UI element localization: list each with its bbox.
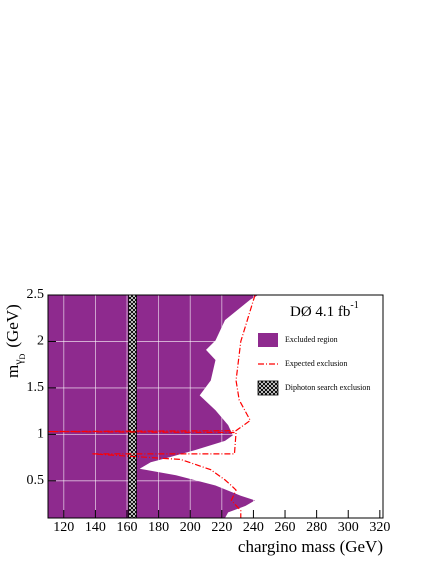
y-tick-label: 1 xyxy=(37,427,44,442)
x-tick-label: 120 xyxy=(53,520,74,535)
x-tick-label: 240 xyxy=(243,520,264,535)
x-axis-label: chargino mass (GeV) xyxy=(238,537,383,556)
legend-swatch xyxy=(257,380,279,396)
y-tick-label: 2.5 xyxy=(27,287,45,302)
x-tick-label: 160 xyxy=(117,520,138,535)
legend-label: Diphoton search exclusion xyxy=(285,383,370,392)
legend-swatch xyxy=(258,333,278,347)
legend: Excluded region Expected exclusion Diphoto… xyxy=(257,333,370,396)
x-tick-label: 220 xyxy=(211,520,232,535)
y-tick-label: 2 xyxy=(37,334,44,349)
x-tick-label: 260 xyxy=(275,520,296,535)
x-tick-label: 320 xyxy=(369,520,390,535)
x-tick-label: 300 xyxy=(338,520,359,535)
y-tick-label: 1.5 xyxy=(27,380,45,395)
y-axis-label: mγD(GeV) xyxy=(3,304,27,378)
legend-label: Excluded region xyxy=(285,335,338,344)
expected-line xyxy=(48,295,256,518)
x-tick-label: 180 xyxy=(148,520,169,535)
x-tick-label: 200 xyxy=(180,520,201,535)
diphoton-band xyxy=(128,295,137,518)
y-tick-label: 0.5 xyxy=(27,473,45,488)
legend-label: Expected exclusion xyxy=(285,359,347,368)
x-tick-label: 140 xyxy=(85,520,106,535)
excluded-region xyxy=(48,295,259,518)
x-tick-label: 280 xyxy=(306,520,327,535)
annotation: DØ 4.1 fb-1 xyxy=(290,300,359,320)
plot-frame xyxy=(47,294,384,519)
plot-area xyxy=(48,295,383,518)
